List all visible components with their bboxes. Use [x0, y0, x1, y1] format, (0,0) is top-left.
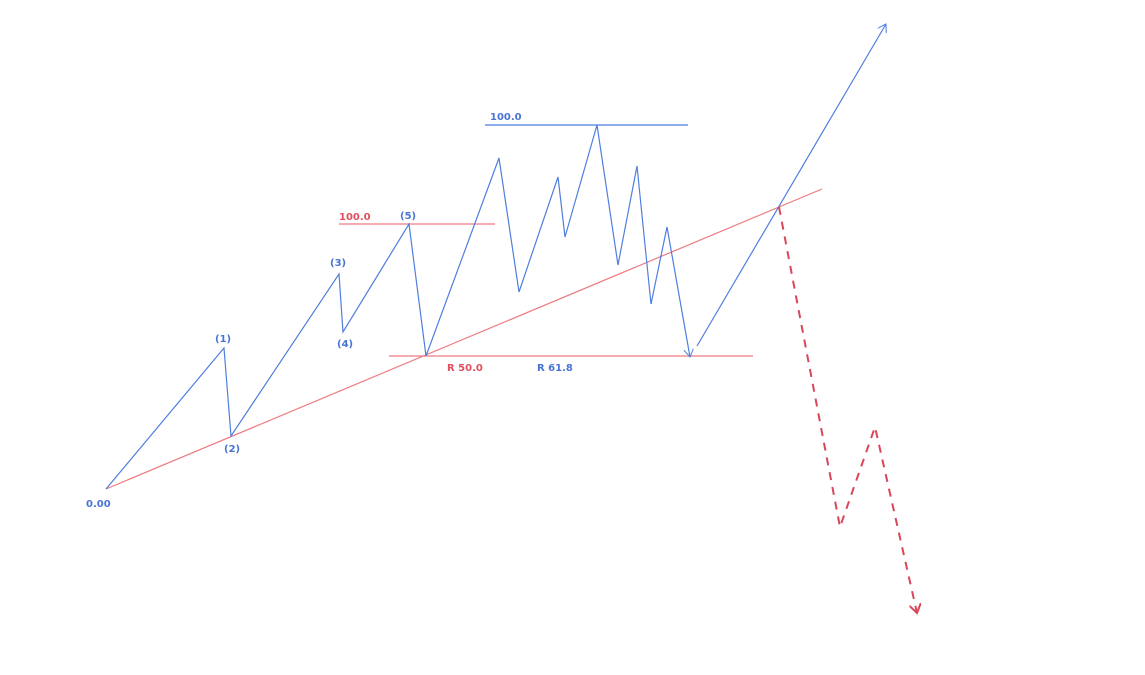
- impulse-wave: [105, 124, 690, 490]
- wave-5-label: (5): [400, 211, 416, 222]
- wave-1-label: (1): [215, 334, 231, 345]
- retracement-50-label: R 50.0: [447, 363, 483, 374]
- bullish-projection-arrow: [696, 24, 886, 347]
- fib-blue-100-label: 100.0: [490, 112, 522, 123]
- fib-red-100-label: 100.0: [339, 212, 371, 223]
- bearish-projection-arrow: [778, 206, 917, 613]
- start-label: 0.00: [86, 499, 111, 510]
- wave-2-label: (2): [224, 444, 240, 455]
- retracement-61-8-label: R 61.8: [537, 363, 573, 374]
- trendline: [105, 188, 823, 490]
- wave-3-label: (3): [330, 258, 346, 269]
- wave-4-label: (4): [337, 339, 353, 350]
